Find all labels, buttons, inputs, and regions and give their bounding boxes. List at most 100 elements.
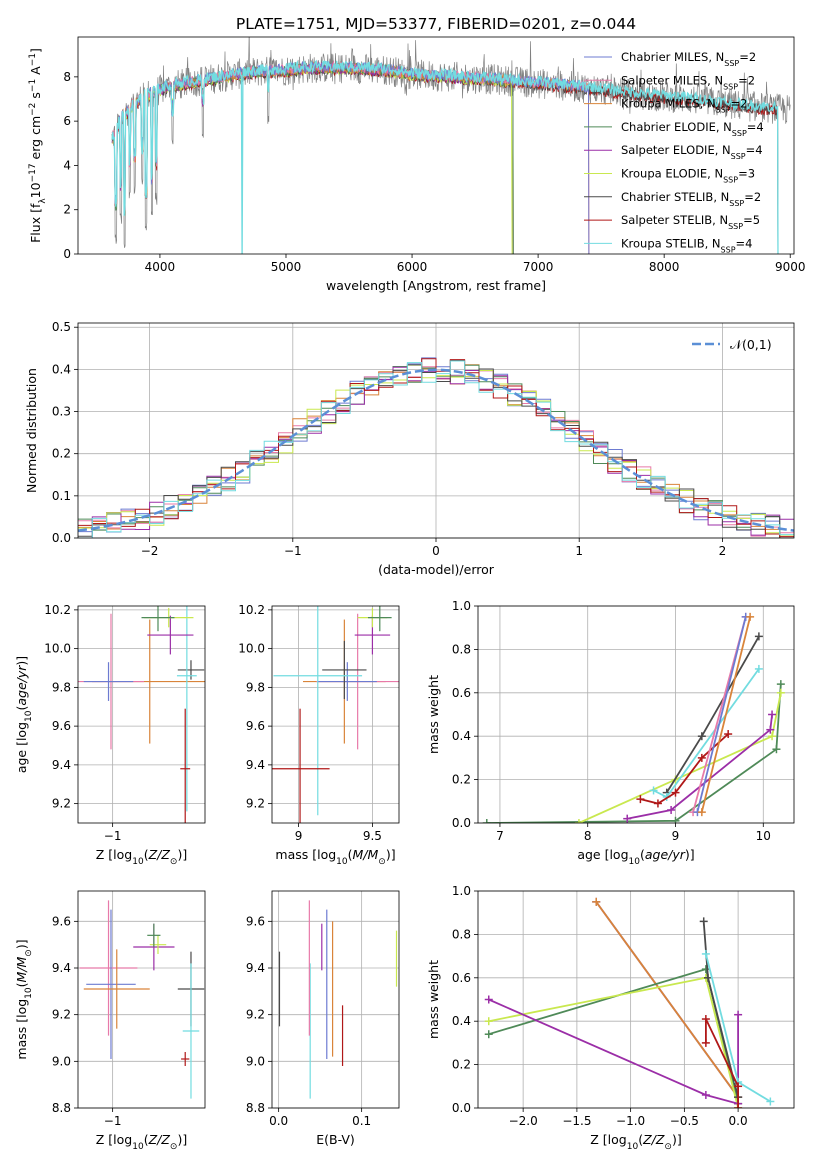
x-tick-label: 9 [295, 829, 303, 843]
y-tick-label: 8 [63, 70, 71, 84]
x-axis-label: mass [log10(M/M⊙)] [275, 847, 395, 867]
y-tick-label: 0.0 [52, 531, 71, 545]
x-tick-label: 9 [672, 829, 680, 843]
y-tick-label: 0.2 [52, 447, 71, 461]
legend-label: Chabrier MILES, NSSP=2 [621, 50, 756, 68]
y-tick-label: 0.8 [452, 927, 471, 941]
series-line [705, 1018, 739, 1108]
y-tick-label: 1.0 [452, 599, 471, 613]
x-axis-label: Z [log10(Z/Z⊙)] [96, 847, 187, 867]
axes-frame [271, 890, 400, 1109]
x-axis-label: E(B-V) [316, 1132, 355, 1147]
y-axis-label: Flux [fλ10−17 erg cm−2 s−1 A−1] [28, 48, 48, 243]
age-vs-mass-panel: 9 9.5 9.2 9.4 9.6 9.8 10.0 10.2 mass [log10(M/M⊙… [238, 603, 400, 867]
x-tick-label: 8 [584, 829, 592, 843]
plot-area [78, 606, 205, 823]
axes-frame [271, 605, 400, 824]
x-tick-label: 0 [432, 544, 440, 558]
y-tick-label: 0.5 [52, 320, 71, 334]
x-tick-label: 9000 [775, 260, 806, 274]
series-line [702, 921, 739, 1098]
x-tick-label: 2 [719, 544, 727, 558]
series-line [696, 616, 747, 813]
series-line [578, 692, 782, 823]
plot-area [272, 606, 399, 823]
y-tick-label: 9.6 [52, 719, 71, 733]
y-tick-label: 9.4 [52, 961, 71, 975]
plot-area [484, 897, 775, 1108]
y-tick-label: 9.2 [246, 1008, 265, 1022]
y-tick-label: 9.4 [246, 961, 265, 975]
y-axis-label: age [log10(age/yr)] [14, 656, 34, 773]
legend-label: Chabrier ELODIE, NSSP=4 [621, 120, 764, 138]
x-tick-label: −2 [141, 544, 159, 558]
x-tick-label: 6000 [397, 260, 428, 274]
plot-area [482, 612, 785, 823]
x-axis-label: wavelength [Angstrom, rest frame] [326, 278, 546, 293]
y-tick-label: 1.0 [452, 884, 471, 898]
legend-label: Salpeter STELIB, NSSP=5 [621, 213, 760, 231]
series-line [488, 967, 739, 1104]
y-tick-label: 0.0 [452, 816, 471, 830]
axes-frame [77, 605, 206, 824]
y-tick-label: 9.6 [246, 719, 265, 733]
age-vs-metallicity-panel: −1 9.2 9.4 9.6 9.8 10.0 10.2 Z [log10(Z/Z⊙)] age… [14, 603, 206, 867]
model-spectrum-line [111, 61, 514, 254]
y-tick-label: 0.8 [452, 642, 471, 656]
x-tick-label: −1.5 [562, 1114, 591, 1128]
series-line [700, 616, 751, 813]
plot-area [79, 900, 205, 1099]
y-tick-label: 9.4 [52, 758, 71, 772]
legend-label: Kroupa MILES, NSSP=2 [621, 97, 747, 115]
x-tick-label: 9.5 [363, 829, 382, 843]
plot-area [78, 357, 794, 538]
y-tick-label: 9.6 [52, 914, 71, 928]
legend-label: Kroupa ELODIE, NSSP=3 [621, 167, 755, 185]
series-line [488, 998, 739, 1105]
y-tick-label: 4 [63, 158, 71, 172]
y-tick-label: 9.6 [246, 914, 265, 928]
x-tick-label: 8000 [649, 260, 680, 274]
y-tick-label: 0.1 [52, 489, 71, 503]
y-tick-label: 0.3 [52, 405, 71, 419]
y-tick-label: 9.2 [246, 797, 265, 811]
x-axis-label: Z [log10(Z/Z⊙)] [96, 1132, 187, 1152]
y-tick-label: 0.6 [452, 686, 471, 700]
legend-label: 𝒩(0,1) [730, 337, 772, 352]
y-tick-label: 10.2 [238, 603, 265, 617]
legend-label: Salpeter MILES, NSSP=2 [621, 73, 755, 91]
y-tick-label: 9.8 [246, 680, 265, 694]
y-axis-label: mass [log10(M/M⊙)] [14, 939, 34, 1059]
x-tick-label: 10 [756, 829, 771, 843]
model-spectrum-line [111, 61, 590, 254]
histogram-step-line [78, 360, 794, 538]
x-tick-label: 4000 [145, 260, 176, 274]
y-tick-label: 0.6 [452, 971, 471, 985]
model-spectrum-line [111, 62, 514, 254]
x-tick-label: 7 [496, 829, 504, 843]
model-spectrum-line [111, 60, 590, 254]
figure-title: PLATE=1751, MJD=53377, FIBERID=0201, z=0… [236, 15, 636, 33]
y-tick-label: 8.8 [52, 1101, 71, 1115]
x-axis-label: (data-model)/error [378, 562, 495, 577]
mass-weight-vs-age-panel: 7 8 9 10 0.0 0.2 0.4 0.6 0.8 1.0 age [log10(age/yr… [426, 599, 795, 867]
model-spectrum-line [111, 63, 514, 254]
x-tick-label: −1 [284, 544, 302, 558]
normal-curve-line [78, 368, 794, 532]
y-tick-label: 9.2 [52, 1008, 71, 1022]
y-tick-label: 10.0 [238, 642, 265, 656]
series-line [595, 901, 739, 1098]
x-tick-label: 1 [575, 544, 583, 558]
x-tick-label: −2.0 [509, 1114, 538, 1128]
x-tick-label: 0.0 [729, 1114, 748, 1128]
x-tick-label: 5000 [271, 260, 302, 274]
y-tick-label: 9.4 [246, 758, 265, 772]
residual-histogram-panel: −2 −1 0 1 2 0.0 0.1 0.2 0.3 0.4 0.5 (data-model)/er… [24, 320, 795, 577]
axes-frame [477, 605, 795, 824]
legend-label: Salpeter ELODIE, NSSP=4 [621, 143, 763, 161]
y-tick-label: 0.2 [452, 1058, 471, 1072]
y-tick-label: 9.0 [246, 1054, 265, 1068]
y-tick-label: 0.2 [452, 773, 471, 787]
y-tick-label: 0.4 [452, 1014, 471, 1028]
